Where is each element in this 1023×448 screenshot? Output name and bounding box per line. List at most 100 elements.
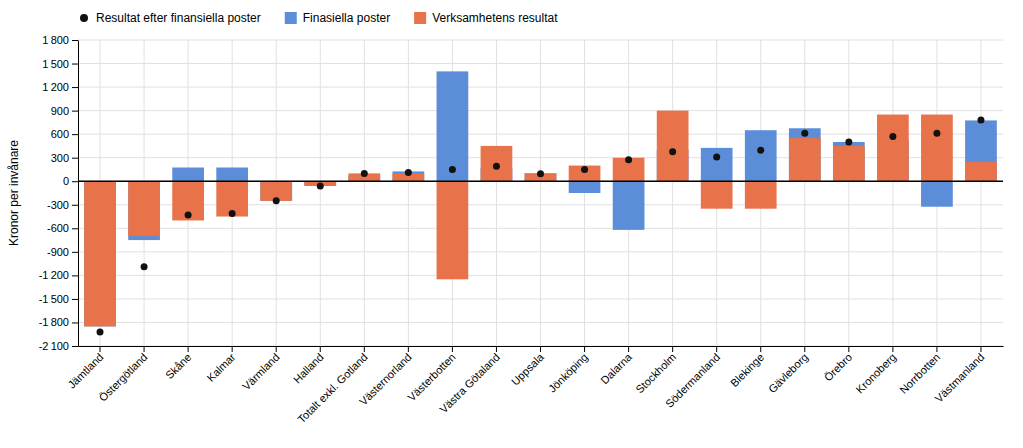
tick-label: Halland [291,351,326,386]
point [581,166,588,173]
tick-label: Gävleborg [766,351,810,395]
tick-label: 1 800 [42,34,69,46]
tick-mark [72,134,78,135]
bar [789,138,821,181]
tick-label: -600 [47,222,69,234]
point [449,166,456,173]
point [537,170,544,177]
y-tick: -1 200 [39,269,78,281]
tick-label: -1 800 [39,316,69,328]
bar [613,181,645,230]
point [229,210,236,217]
bar-series [84,71,997,326]
grid-line-x [804,40,805,346]
y-axis: -2 100-1 800-1 500-1 200-900-600-3000300… [39,34,79,352]
tick-mark [276,346,277,352]
point [317,182,324,189]
y-tick: 900 [51,105,78,117]
tick-mark [452,346,453,352]
x-tick: Södermanland [663,346,722,410]
tick-mark [540,346,541,352]
tick-label: 1 200 [42,81,69,93]
bar-series [84,111,997,327]
tick-label: Västernorland [357,351,414,408]
tick-label: Västra Götaland [437,351,502,416]
tick-mark [892,346,893,352]
tick-mark [672,346,673,352]
tick-mark [72,228,78,229]
x-tick: Kronoberg [854,346,899,396]
point [273,197,280,204]
bar [437,71,469,181]
tick-mark [320,346,321,352]
plot-points [97,117,985,336]
x-tick: Uppsala [509,346,547,388]
tick-label: Jönköping [546,351,590,395]
tick-label: Norrbotten [897,351,942,396]
x-tick: Västernorland [357,346,414,408]
x-tick: Blekinge [728,346,766,389]
legend-label: Verksamhetens resultat [432,11,558,25]
tick-label: -900 [47,246,69,258]
tick-label: 0 [63,175,69,187]
bar [965,120,997,181]
tick-label: -300 [47,199,69,211]
bar [701,148,733,181]
x-tick: Kalmar [204,346,237,384]
zero-line [78,180,1003,182]
tick-mark [144,346,145,352]
tick-mark [804,346,805,352]
tick-mark [584,346,585,352]
x-tick: Västra Götaland [437,346,502,415]
tick-mark [716,346,717,352]
y-tick: 1 200 [42,81,78,93]
bar [84,181,116,326]
tick-label: Värmland [240,351,282,393]
grid [78,40,1003,346]
bar [569,181,601,193]
y-tick: 0 [63,175,78,187]
chart: -2 100-1 800-1 500-1 200-900-600-3000300… [0,0,1023,448]
bar [569,166,601,182]
y-tick: -300 [47,199,78,211]
legend-label: Finasiella poster [303,11,390,25]
point [845,139,852,146]
tick-mark [72,111,78,112]
grid-line-x [848,40,849,346]
tick-mark [72,40,78,41]
grid-line-x [364,40,365,346]
tick-mark [628,346,629,352]
bar [437,181,469,279]
bar [877,115,909,182]
bar [833,142,865,181]
tick-mark [72,87,78,88]
tick-label: -1 200 [39,269,69,281]
tick-label: Skåne [163,351,194,382]
point [889,133,896,140]
y-tick: 1 800 [42,34,78,46]
point [669,148,676,155]
grid-line-x [892,40,893,346]
point [801,130,808,137]
x-tick: Halland [291,346,326,386]
grid-line-x [408,40,409,346]
tick-label: Södermanland [663,351,722,410]
bar [84,181,116,326]
bar [172,168,204,182]
bar [481,146,513,181]
tick-mark [100,346,101,352]
legend-swatch [414,12,426,24]
tick-mark [72,205,78,206]
axis-line [78,41,79,347]
point-series [97,117,985,336]
tick-label: Uppsala [509,350,547,388]
y-tick: -600 [47,222,78,234]
bar [701,181,733,208]
tick-label: 1 500 [42,58,69,70]
point [625,156,632,163]
grid-line-x [672,40,673,346]
x-tick: Värmland [240,346,282,393]
point [757,147,764,154]
y-tick: -2 100 [39,340,78,352]
x-tick: Stockholm [633,346,678,396]
